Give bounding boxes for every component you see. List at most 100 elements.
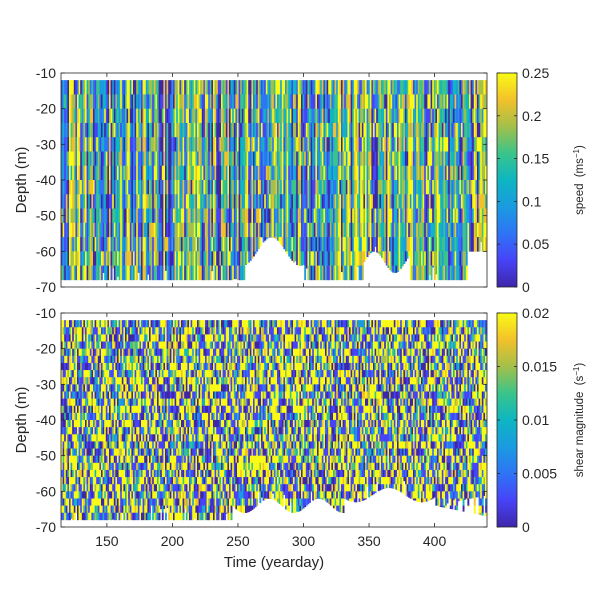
heatmap-cell (254, 108, 257, 124)
heatmap-cell (105, 498, 108, 506)
heatmap-cell (89, 512, 92, 521)
heatmap-cell (310, 122, 313, 138)
heatmap-cell (62, 455, 65, 464)
heatmap-cell (165, 222, 167, 238)
heatmap-cell (465, 180, 468, 195)
heatmap-cell (184, 151, 187, 167)
heatmap-cell (352, 165, 355, 181)
heatmap-cell (157, 208, 159, 224)
heatmap-cell (120, 251, 123, 266)
heatmap-cell (424, 208, 427, 224)
heatmap-cell (81, 362, 84, 371)
heatmap-cell (177, 251, 180, 266)
heatmap-cell (77, 180, 79, 195)
heatmap-cell (123, 391, 126, 399)
heatmap-cell (389, 208, 391, 224)
heatmap-cell (107, 320, 110, 328)
heatmap-cell (480, 165, 483, 181)
heatmap-cell (80, 180, 83, 195)
heatmap-cell (112, 80, 115, 95)
heatmap-cell (245, 194, 247, 209)
heatmap-cell (390, 251, 393, 266)
heatmap-cell (230, 80, 233, 95)
heatmap-cell (243, 265, 246, 281)
heatmap-cell (336, 208, 339, 224)
heatmap-cell (65, 194, 68, 209)
heatmap-cell (401, 222, 404, 238)
heatmap-cell (317, 137, 319, 152)
heatmap-cell (80, 80, 83, 95)
heatmap-cell (86, 237, 89, 252)
heatmap-cell (96, 420, 99, 428)
heatmap-cell (424, 180, 427, 195)
heatmap-cell (248, 137, 251, 152)
heatmap-cell (299, 208, 302, 224)
heatmap-cell (477, 137, 479, 152)
heatmap-cell (454, 251, 457, 266)
heatmap-cell (158, 222, 161, 238)
heatmap-cell (294, 94, 297, 109)
heatmap-cell (110, 94, 113, 109)
heatmap-cell (126, 165, 129, 181)
heatmap-cell (321, 80, 324, 95)
heatmap-cell (249, 108, 252, 124)
heatmap-cell (408, 194, 411, 209)
heatmap-cell (101, 222, 103, 238)
heatmap-cell (81, 80, 84, 95)
heatmap-cell (213, 194, 215, 209)
heatmap-cell (75, 370, 78, 378)
heatmap-cell (248, 251, 251, 263)
heatmap-cell (118, 412, 121, 421)
heatmap-cell (99, 398, 102, 407)
heatmap-cell (80, 477, 83, 485)
heatmap-cell (387, 251, 390, 266)
heatmap-cell (70, 222, 73, 238)
heatmap-cell (472, 165, 475, 181)
heatmap-cell (78, 137, 81, 152)
heatmap-cell (373, 94, 375, 109)
heatmap-cell (454, 265, 457, 281)
heatmap-cell (121, 348, 124, 357)
heatmap-cell (70, 462, 73, 471)
heatmap-cell (480, 222, 483, 238)
heatmap-cell (275, 151, 278, 167)
heatmap-cell (129, 477, 132, 485)
heatmap-cell (80, 384, 83, 392)
heatmap-cell (365, 251, 367, 260)
heatmap-cell (117, 455, 119, 464)
heatmap-cell (61, 94, 63, 109)
heatmap-cell (107, 341, 110, 349)
heatmap-cell (101, 265, 103, 281)
heatmap-cell (93, 208, 95, 224)
heatmap-cell (86, 341, 89, 349)
heatmap-cell (70, 251, 73, 266)
heatmap-cell (313, 108, 316, 124)
heatmap-cell (134, 151, 137, 167)
heatmap-cell (435, 251, 438, 266)
heatmap-cell (443, 122, 446, 138)
heatmap-cell (398, 222, 401, 238)
heatmap-cell (467, 208, 470, 224)
heatmap-cell (187, 251, 190, 266)
heatmap-cell (112, 327, 115, 335)
heatmap-cell (65, 222, 68, 238)
heatmap-cell (121, 484, 124, 492)
heatmap-cell (414, 137, 417, 152)
heatmap-cell (256, 222, 259, 238)
heatmap-cell (125, 222, 127, 238)
heatmap-cell (144, 137, 147, 152)
heatmap-cell (355, 194, 358, 209)
heatmap-cell (304, 165, 307, 181)
heatmap-cell (158, 122, 161, 138)
heatmap-cell (109, 391, 111, 399)
heatmap-cell (131, 237, 134, 252)
heatmap-cell (107, 80, 110, 95)
heatmap-cell (376, 137, 379, 152)
heatmap-cell (153, 208, 156, 224)
heatmap-cell (379, 194, 382, 209)
heatmap-cell (437, 180, 439, 195)
heatmap-cell (454, 208, 457, 224)
heatmap-cell (318, 208, 321, 224)
heatmap-cell (109, 265, 111, 281)
heatmap-cell (107, 427, 110, 435)
